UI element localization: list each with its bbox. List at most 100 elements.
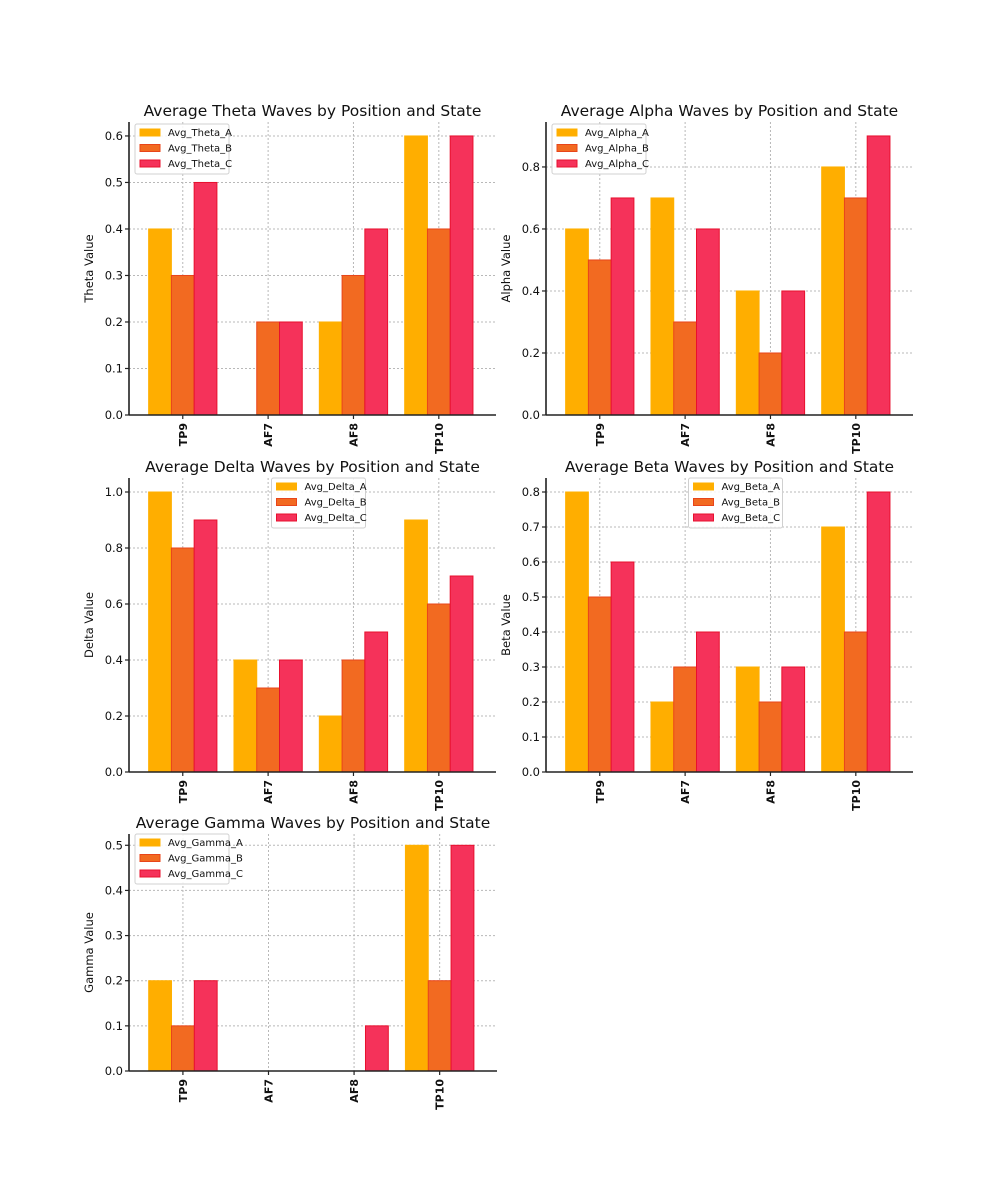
bar-avg-theta-a-af8 xyxy=(318,321,343,416)
legend-label: Avg_Delta_C xyxy=(305,513,367,524)
legend-swatch-b xyxy=(556,144,578,152)
y-tick-label: 0.8 xyxy=(522,160,540,174)
bar-avg-theta-c-af8 xyxy=(364,228,389,416)
x-tick-label: AF7 xyxy=(679,423,692,447)
chart-panel-gamma: 0.0 0.1 0.2 0.3 0.4 0.5 TP9 AF7 AF8 TP10 Average G… xyxy=(82,814,497,1110)
legend-label: Avg_Alpha_C xyxy=(585,159,649,170)
legend-swatch-a xyxy=(139,838,161,847)
legend-swatch-a xyxy=(139,128,161,137)
bar-avg-alpha-c-af7 xyxy=(695,228,720,416)
y-tick-label: 0.4 xyxy=(105,883,123,897)
bar-avg-beta-c-tp9 xyxy=(610,561,635,773)
bar-avg-gamma-b-tp10 xyxy=(427,980,452,1072)
bar-avg-alpha-a-af8 xyxy=(735,290,760,416)
x-tick-label: AF8 xyxy=(347,780,360,804)
legend-swatch-c xyxy=(556,159,578,168)
y-tick-label: 0.0 xyxy=(105,765,123,779)
legend-label: Avg_Theta_B xyxy=(168,144,232,155)
y-tick-label: 0.1 xyxy=(105,361,123,375)
legend: Avg_Gamma_A Avg_Gamma_B Avg_Gamma_C xyxy=(134,833,243,885)
legend-swatch-b xyxy=(139,144,161,152)
y-tick-label: 0.6 xyxy=(105,129,123,143)
legend-label: Avg_Beta_A xyxy=(722,482,781,493)
chart-title: Average Theta Waves by Position and Stat… xyxy=(144,102,482,120)
bar-avg-beta-a-af8 xyxy=(735,666,760,773)
bar-avg-beta-b-af7 xyxy=(673,666,697,773)
legend-swatch-a xyxy=(276,482,297,491)
y-tick-label: 0.0 xyxy=(105,1064,123,1078)
x-tick-label: TP9 xyxy=(177,780,190,803)
legend-label: Avg_Alpha_A xyxy=(585,128,649,139)
legend-swatch-c xyxy=(693,513,714,522)
y-tick-label: 1.0 xyxy=(105,485,123,499)
bar-avg-delta-c-af8 xyxy=(364,631,389,773)
bar-avg-gamma-c-tp10 xyxy=(450,844,475,1072)
bar-avg-gamma-c-af8 xyxy=(364,1025,389,1072)
legend-swatch-a xyxy=(693,482,714,491)
y-tick-label: 0.6 xyxy=(522,555,540,569)
y-tick-label: 0.3 xyxy=(105,929,123,943)
legend-label: Avg_Beta_B xyxy=(722,498,781,509)
legend-label: Avg_Gamma_B xyxy=(168,854,243,865)
x-tick-label: TP9 xyxy=(594,780,607,803)
bar-avg-theta-b-af8 xyxy=(341,274,366,416)
y-axis-label: Gamma Value xyxy=(82,912,96,993)
bar-avg-delta-c-af7 xyxy=(278,659,303,773)
x-tick-label: AF7 xyxy=(262,423,275,447)
bar-avg-alpha-b-tp10 xyxy=(843,197,868,416)
y-tick-label: 0.2 xyxy=(105,315,123,329)
bar-avg-delta-c-tp10 xyxy=(449,575,474,773)
y-tick-label: 0.5 xyxy=(105,175,123,189)
bar-avg-gamma-c-tp9 xyxy=(193,980,218,1072)
bar-avg-delta-a-tp9 xyxy=(148,491,172,773)
legend-label: Avg_Gamma_C xyxy=(168,869,243,880)
bar-avg-theta-b-tp10 xyxy=(426,228,451,416)
y-axis-label: Theta Value xyxy=(82,234,96,303)
legend-swatch-b xyxy=(139,854,161,862)
chart-title: Average Alpha Waves by Position and Stat… xyxy=(561,102,898,120)
y-tick-label: 0.2 xyxy=(522,346,540,360)
y-tick-label: 0.4 xyxy=(105,653,123,667)
bar-avg-delta-a-tp10 xyxy=(404,519,428,773)
x-tick-label: AF7 xyxy=(679,780,692,804)
y-tick-label: 0.2 xyxy=(105,974,123,988)
y-tick-label: 0.6 xyxy=(105,597,123,611)
bar-avg-alpha-a-tp9 xyxy=(565,228,589,416)
bar-avg-delta-b-af8 xyxy=(341,659,366,773)
y-tick-label: 0.4 xyxy=(522,625,540,639)
bars xyxy=(148,135,474,416)
bar-avg-alpha-b-af8 xyxy=(758,352,783,416)
bar-avg-theta-b-tp9 xyxy=(170,274,195,416)
bar-avg-alpha-a-tp10 xyxy=(821,166,845,416)
y-tick-label: 0.8 xyxy=(522,485,540,499)
x-tick-label: AF7 xyxy=(262,1079,275,1103)
x-tick-label: TP9 xyxy=(177,423,190,446)
x-tick-label: TP10 xyxy=(850,423,863,454)
bar-avg-alpha-a-af7 xyxy=(650,197,675,416)
x-tick-label: AF7 xyxy=(262,780,275,804)
legend-label: Avg_Beta_C xyxy=(722,513,781,524)
legend-label: Avg_Delta_A xyxy=(305,482,367,493)
x-tick-label: TP9 xyxy=(594,423,607,446)
bar-avg-delta-a-af7 xyxy=(233,659,258,773)
legend: Avg_Delta_A Avg_Delta_B Avg_Delta_C xyxy=(271,477,367,529)
y-tick-label: 0.5 xyxy=(522,590,540,604)
y-tick-label: 0.1 xyxy=(522,730,540,744)
y-tick-label: 0.4 xyxy=(105,222,123,236)
legend-swatch-c xyxy=(139,869,161,878)
bar-avg-theta-c-af7 xyxy=(278,321,303,416)
chart-title: Average Gamma Waves by Position and Stat… xyxy=(136,814,491,832)
y-axis-label: Delta Value xyxy=(82,592,96,658)
bar-avg-theta-c-tp9 xyxy=(193,181,218,416)
bar-avg-beta-a-tp10 xyxy=(821,526,845,773)
y-tick-label: 0.3 xyxy=(105,268,123,282)
chart-title: Average Delta Waves by Position and Stat… xyxy=(145,458,480,476)
x-tick-label: TP10 xyxy=(433,780,446,811)
y-tick-label: 0.0 xyxy=(105,408,123,422)
y-tick-label: 0.8 xyxy=(105,541,123,555)
bar-avg-delta-a-af8 xyxy=(318,715,343,773)
legend: Avg_Alpha_A Avg_Alpha_B Avg_Alpha_C xyxy=(551,123,649,175)
y-axis-label: Beta Value xyxy=(499,594,513,656)
y-tick-label: 0.5 xyxy=(105,838,123,852)
